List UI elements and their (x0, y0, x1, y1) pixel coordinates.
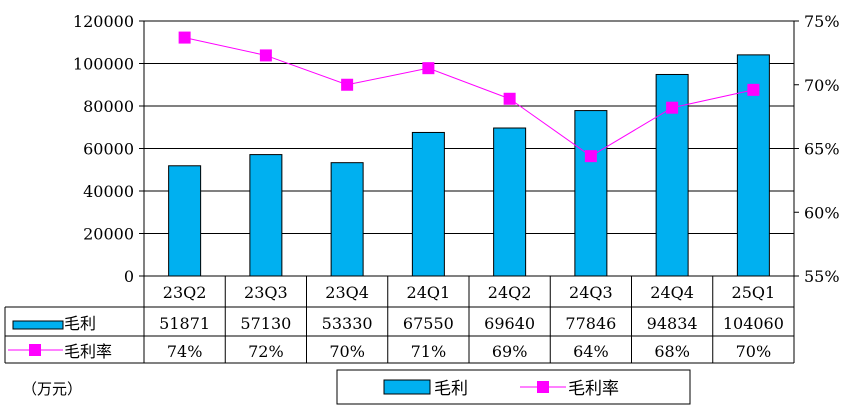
left-tick-label: 20000 (83, 225, 134, 244)
margin-rate-marker (422, 62, 435, 75)
legend-label: 毛利率 (568, 379, 619, 399)
table-bar-key (12, 320, 64, 330)
left-tick-label: 100000 (73, 55, 134, 74)
margin-rate-value: 74% (167, 342, 203, 361)
margin-rate-marker (584, 150, 597, 163)
legend-marker-swatch (537, 381, 549, 393)
margin-rate-value: 72% (248, 342, 284, 361)
legend-label: 毛利 (434, 379, 468, 399)
table-row-label: 毛利率 (64, 342, 112, 361)
left-tick-label: 120000 (73, 12, 134, 31)
margin-rate-value: 71% (411, 342, 447, 361)
left-tick-label: 80000 (83, 97, 134, 116)
gross-profit-value: 104060 (723, 314, 784, 333)
legend-bar-swatch (383, 379, 431, 395)
left-tick-label: 40000 (83, 182, 134, 201)
gross-profit-value: 69640 (484, 314, 535, 333)
category-label: 24Q4 (650, 283, 694, 302)
gross-profit-value: 67550 (403, 314, 454, 333)
bar (168, 165, 202, 277)
margin-rate-value: 69% (492, 342, 528, 361)
margin-rate-marker (503, 92, 516, 105)
bar (330, 162, 364, 277)
category-label: 23Q2 (163, 283, 207, 302)
right-tick-label: 75% (804, 12, 840, 31)
table-marker-key (29, 344, 41, 356)
margin-rate-marker (259, 49, 272, 62)
right-tick-label: 65% (804, 140, 840, 159)
bar (249, 154, 283, 277)
category-label: 24Q3 (569, 283, 613, 302)
legend: 毛利 毛利率 (336, 369, 691, 405)
gross-profit-value: 77846 (565, 314, 616, 333)
margin-rate-value: 70% (736, 342, 772, 361)
margin-rate-marker (341, 78, 354, 91)
bar-series (168, 54, 770, 277)
category-label: 24Q1 (407, 283, 451, 302)
left-tick-label: 0 (124, 267, 134, 286)
bar (411, 131, 445, 277)
gross-profit-value: 57130 (240, 314, 291, 333)
bar (574, 110, 608, 277)
margin-rate-value: 64% (573, 342, 609, 361)
right-axis: 55% 60% 65% 70% 75% (794, 12, 840, 286)
gross-profit-value: 94834 (647, 314, 698, 333)
margin-rate-value: 68% (654, 342, 690, 361)
bar (493, 127, 527, 277)
gross-profit-value: 53330 (322, 314, 373, 333)
table-row-label: 毛利 (64, 314, 96, 333)
margin-rate-marker (747, 83, 760, 96)
category-label: 24Q2 (488, 283, 532, 302)
category-label: 23Q4 (325, 283, 369, 302)
right-tick-label: 55% (804, 267, 840, 286)
line-series (178, 31, 760, 163)
left-tick-label: 60000 (83, 140, 134, 159)
margin-rate-marker (666, 101, 679, 114)
right-tick-label: 60% (804, 203, 840, 222)
grid-lines (144, 20, 794, 277)
margin-rate-line (184, 37, 754, 157)
margin-rate-value: 70% (329, 342, 365, 361)
category-label: 23Q3 (244, 283, 288, 302)
gross-profit-value: 51871 (159, 314, 210, 333)
category-label: 25Q1 (732, 283, 776, 302)
unit-label: （万元） (22, 380, 82, 398)
margin-rate-marker (178, 31, 191, 44)
right-tick-label: 70% (804, 76, 840, 95)
left-axis: 0 20000 40000 60000 80000 100000 120000 (73, 12, 144, 286)
data-table: 23Q2 23Q3 23Q4 24Q1 24Q2 24Q3 24Q4 25Q1 51871 571… (4, 276, 795, 364)
